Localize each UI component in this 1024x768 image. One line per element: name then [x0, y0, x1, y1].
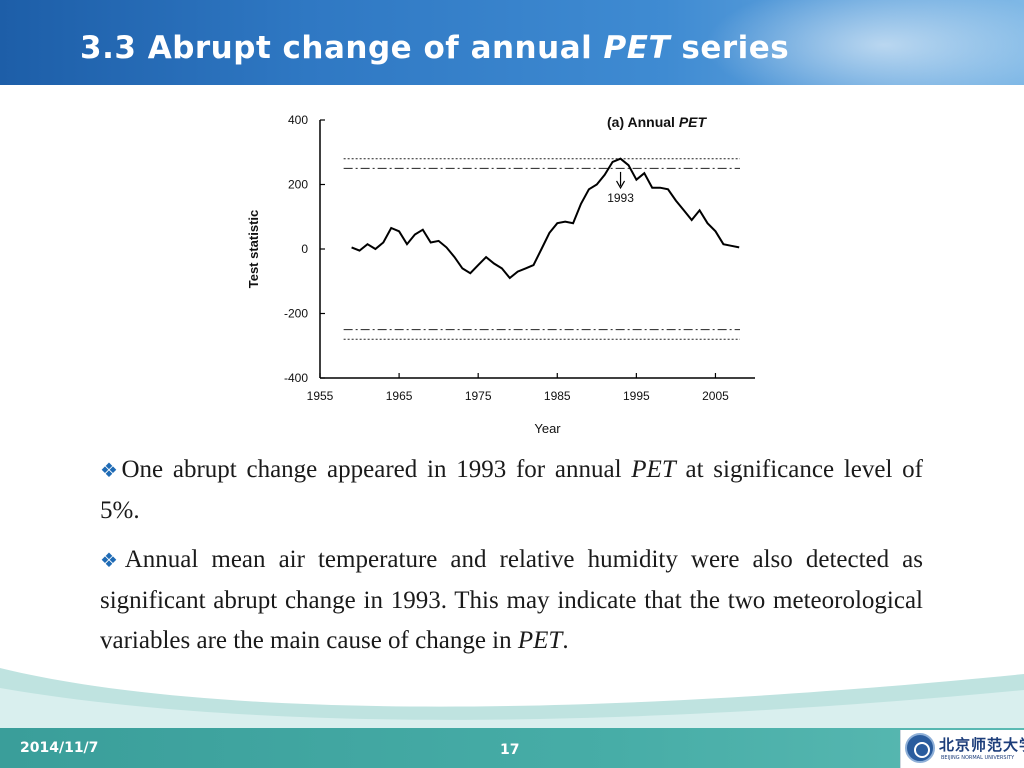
chart-title: (a) Annual PET: [607, 114, 707, 130]
slide-footer: 2014/11/7 17: [0, 728, 1024, 768]
series-line-pet: [351, 157, 740, 280]
x-tick-label: 1965: [386, 389, 413, 403]
university-logo: 北京师范大学 BEIJING NORMAL UNIVERSITY: [900, 730, 1024, 768]
x-tick-label: 1955: [307, 389, 334, 403]
university-seal-icon: [905, 733, 935, 763]
slide-title: 3.3 Abrupt change of annual PET series: [80, 30, 789, 66]
chart-title-em: PET: [679, 114, 708, 130]
footer-wave-decoration: [0, 668, 1024, 730]
bullet-item-1: ❖One abrupt change appeared in 1993 for …: [100, 450, 923, 531]
slide-header: 3.3 Abrupt change of annual PET series: [0, 0, 1024, 85]
pet-test-statistic-chart: 400 200 0 -200 -400 1955 1965 1975 1985 1995 2005 Y…: [246, 113, 755, 436]
header-glow-decoration: [704, 0, 1024, 85]
bullet-2-tail: .: [562, 627, 569, 654]
slide-title-main: 3.3 Abrupt change of annual: [80, 30, 604, 66]
y-tick-label: 0: [301, 242, 308, 256]
logo-english-name: BEIJING NORMAL UNIVERSITY: [941, 755, 1015, 761]
down-arrow-icon: [616, 180, 626, 190]
bullet-list: ❖One abrupt change appeared in 1993 for …: [100, 450, 923, 670]
y-tick-label: -200: [284, 307, 308, 321]
slide-title-tail: series: [670, 30, 790, 66]
x-tick-label: 2005: [702, 389, 729, 403]
y-tick-label: 400: [288, 113, 308, 127]
bullet-1-text: One abrupt change appeared in 1993 for a…: [121, 456, 632, 483]
bullet-2-em: PET: [517, 627, 563, 654]
x-tick-label: 1995: [623, 389, 650, 403]
bullet-1-tail: at significance level of 5%.: [100, 456, 923, 524]
footer-date: 2014/11/7: [20, 740, 99, 756]
y-axis-label: Test statistic: [246, 210, 261, 289]
diamond-bullet-icon: ❖: [100, 460, 122, 482]
x-tick-label: 1985: [544, 389, 571, 403]
bullet-1-em: PET: [631, 456, 676, 483]
logo-chinese-name: 北京师范大学: [939, 736, 1024, 754]
y-tick-label: -400: [284, 371, 308, 385]
slide-title-em: PET: [603, 30, 671, 66]
y-tick-label: 200: [288, 178, 308, 192]
page-number: 17: [500, 742, 520, 758]
bullet-item-2: ❖Annual mean air temperature and relativ…: [100, 540, 923, 661]
annotation-label: 1993: [607, 191, 634, 205]
chart-title-prefix: (a) Annual: [607, 114, 679, 130]
bullet-2-text: Annual mean air temperature and relative…: [100, 546, 923, 654]
x-tick-label: 1975: [465, 389, 492, 403]
x-axis-label: Year: [534, 421, 561, 436]
diamond-bullet-icon: ❖: [100, 550, 125, 572]
